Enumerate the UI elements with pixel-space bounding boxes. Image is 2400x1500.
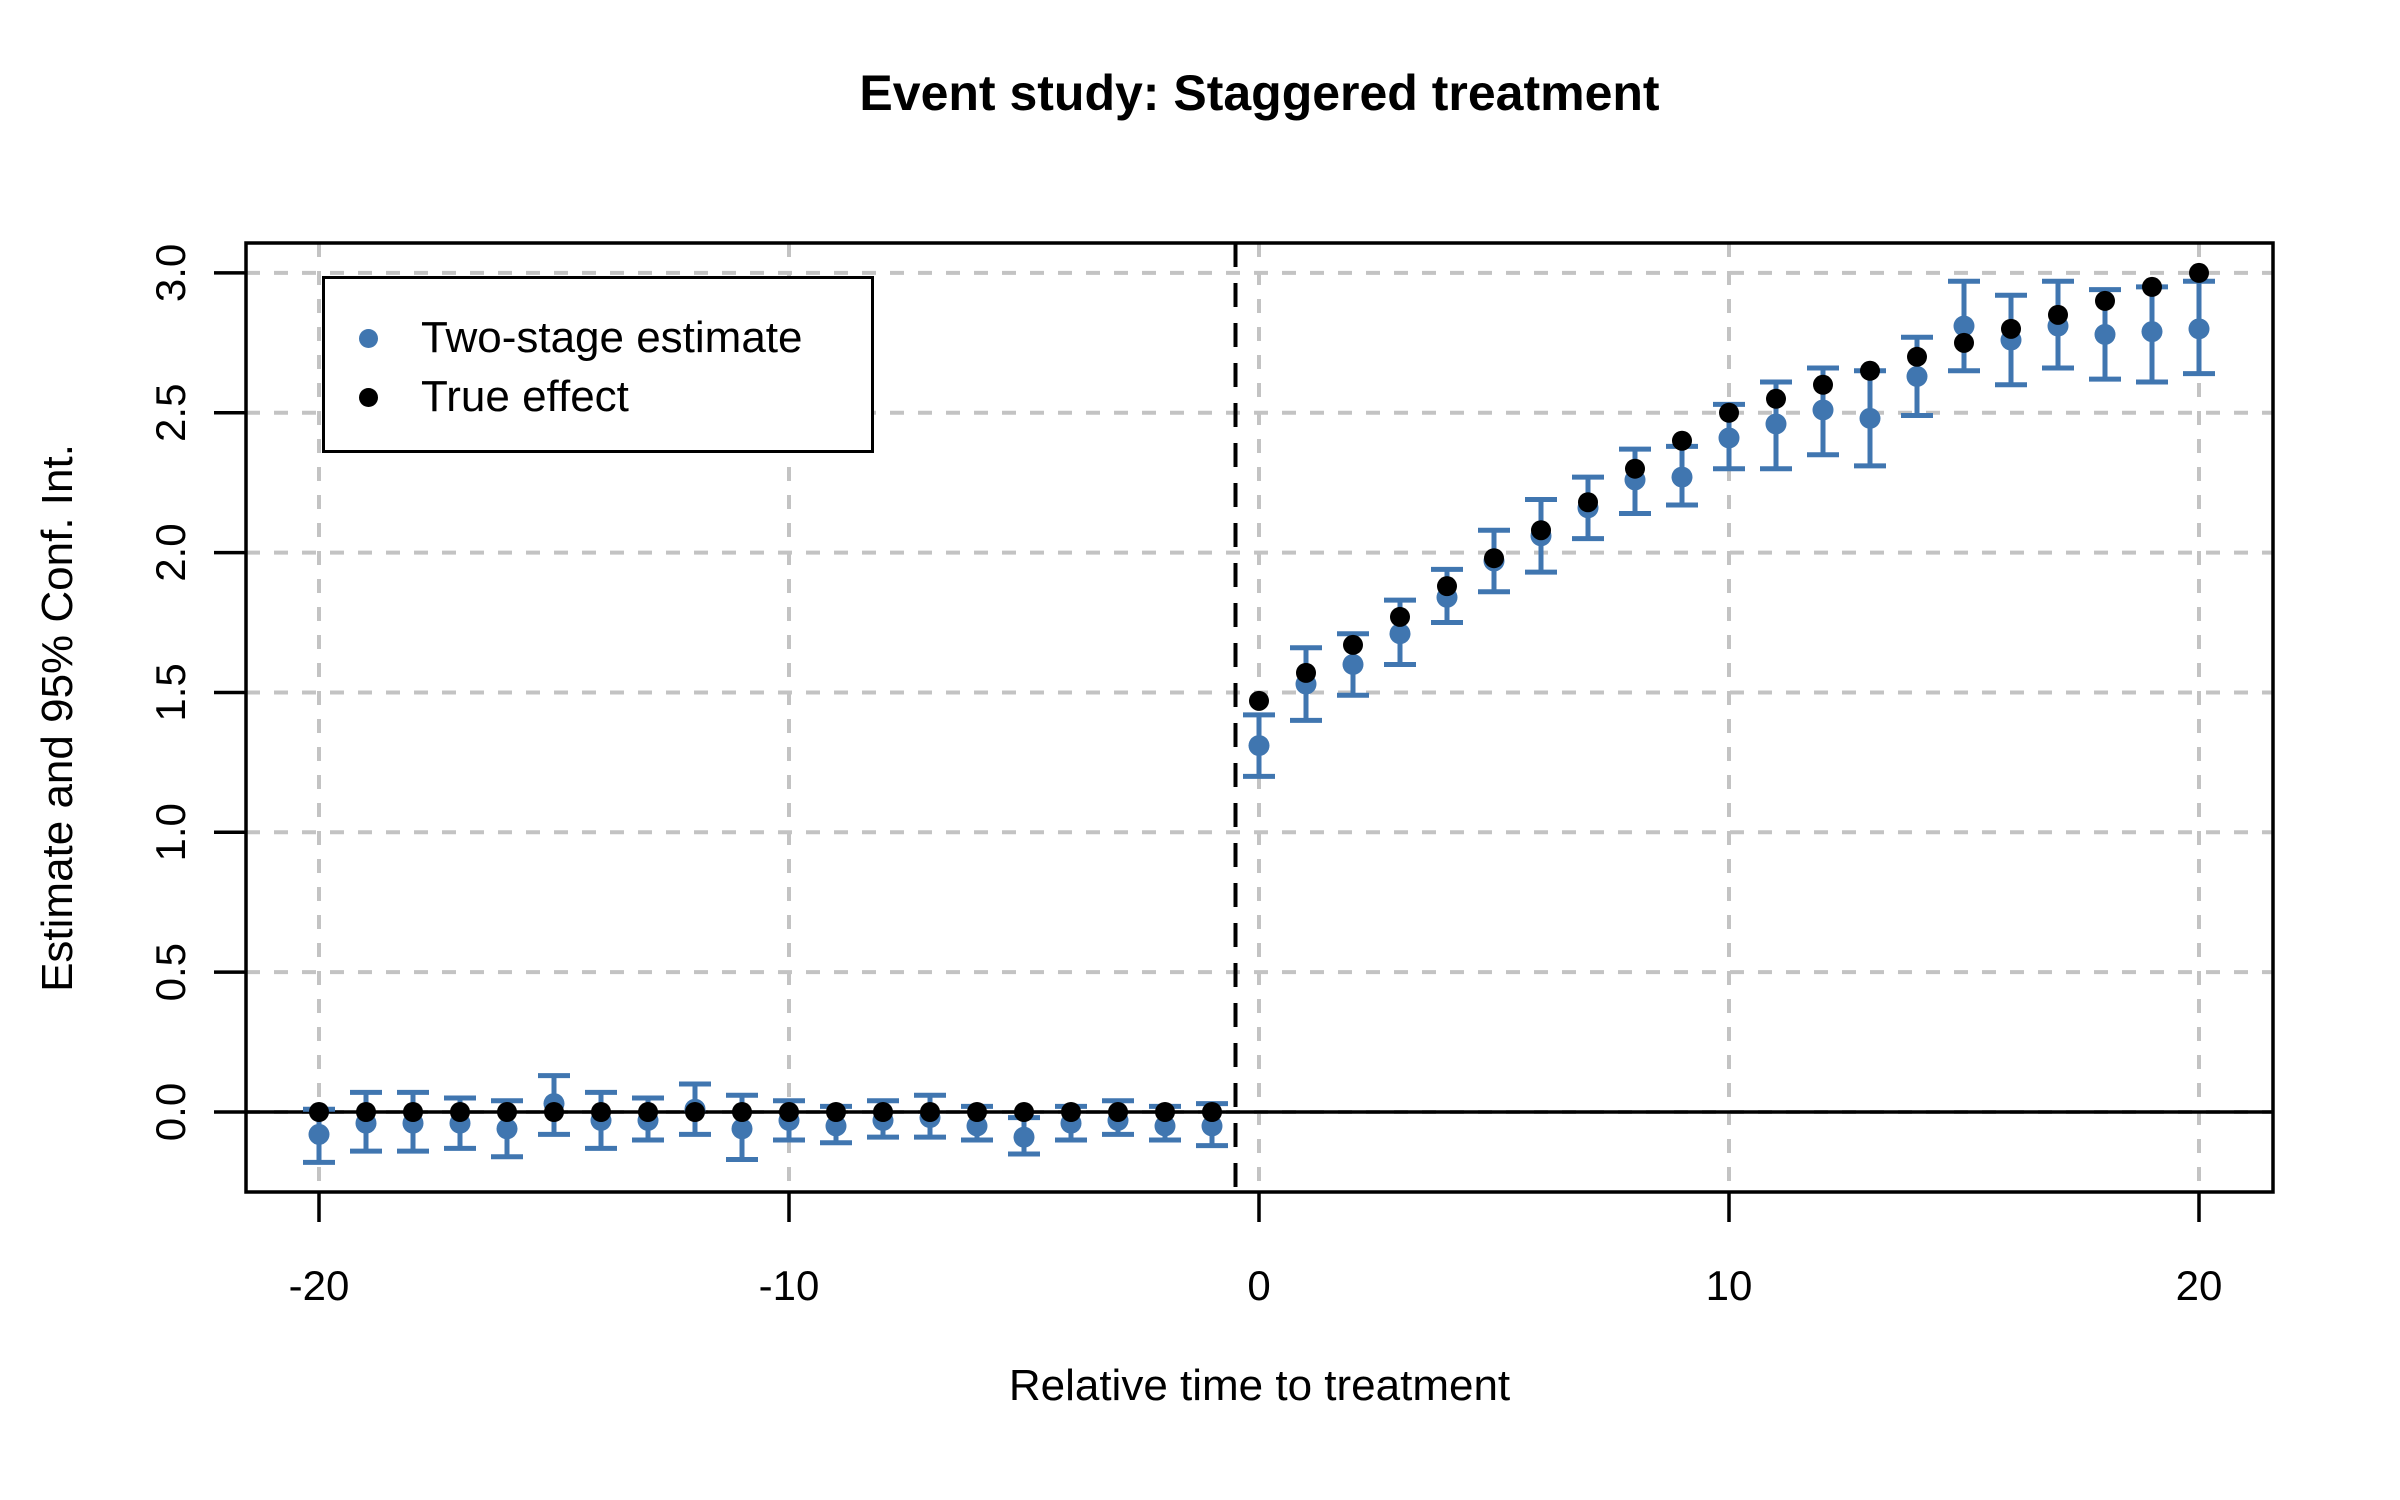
two-stage-point	[2094, 323, 2116, 345]
true-effect-point	[1155, 1102, 1175, 1122]
true-effect-point	[685, 1102, 705, 1122]
true-effect-point	[1907, 346, 1927, 367]
two-stage-point	[1906, 365, 1928, 387]
two-stage-point	[1671, 466, 1693, 488]
legend-label: True effect	[421, 372, 629, 421]
true-effect-point	[873, 1102, 893, 1122]
true-effect-point	[2001, 318, 2021, 339]
x-tick-label: -20	[289, 1262, 350, 1309]
two-stage-point	[731, 1118, 753, 1140]
true-effect-point	[1719, 402, 1739, 423]
true-effect-point	[1296, 662, 1316, 683]
true-effect-point	[403, 1102, 423, 1122]
y-tick-label: 2.0	[147, 523, 194, 581]
y-tick-label: 0.5	[147, 943, 194, 1001]
true-effect-point	[2142, 276, 2162, 297]
true-effect-point	[1343, 634, 1363, 655]
two-stage-point	[1812, 399, 1834, 421]
true-effect-point	[544, 1102, 564, 1122]
x-tick-label: 20	[2176, 1262, 2223, 1309]
true-effect-point	[1954, 332, 1974, 353]
true-effect-point	[1061, 1102, 1081, 1122]
true-effect-point	[732, 1102, 752, 1122]
y-tick-label: 3.0	[147, 244, 194, 302]
two-stage-point	[2141, 321, 2163, 343]
two-stage-point	[2188, 318, 2210, 340]
true-effect-point	[967, 1102, 987, 1122]
two-stage-point	[1953, 315, 1975, 337]
true-effect-point	[1484, 548, 1504, 569]
two-stage-point	[1765, 413, 1787, 435]
two-stage-point	[1718, 427, 1740, 449]
true-effect-point	[2048, 304, 2068, 325]
true-effect-point	[1672, 430, 1692, 451]
true-effect-point	[638, 1102, 658, 1122]
legend-box: Two-stage estimate True effect	[322, 276, 874, 453]
true-effect-point	[2095, 290, 2115, 311]
two-stage-point	[1248, 735, 1270, 757]
two-stage-dot-icon	[359, 328, 378, 348]
true-effect-point	[826, 1102, 846, 1122]
two-stage-point	[825, 1115, 847, 1137]
chart-title: Event study: Staggered treatment	[859, 65, 1660, 121]
true-effect-point	[1625, 458, 1645, 479]
true-effect-point	[1390, 606, 1410, 627]
legend-item-two-stage: Two-stage estimate	[359, 313, 803, 363]
true-effect-point	[1813, 374, 1833, 395]
true-effect-dot-icon	[359, 387, 378, 407]
true-effect-point	[1249, 690, 1269, 711]
true-effect-point	[1860, 360, 1880, 381]
y-tick-label: 1.5	[147, 663, 194, 721]
two-stage-point	[496, 1118, 518, 1140]
two-stage-point	[1154, 1115, 1176, 1137]
y-tick-label: 0.0	[147, 1083, 194, 1141]
two-stage-point	[308, 1123, 330, 1145]
true-effect-point	[1578, 492, 1598, 513]
true-effect-point	[450, 1102, 470, 1122]
true-effect-point	[1202, 1102, 1222, 1122]
x-tick-label: 10	[1706, 1262, 1753, 1309]
true-effect-point	[1108, 1102, 1128, 1122]
two-stage-point	[1389, 623, 1411, 645]
true-effect-point	[1437, 576, 1457, 597]
true-effect-point	[1766, 388, 1786, 409]
x-tick-label: 0	[1247, 1262, 1270, 1309]
true-effect-point	[497, 1102, 517, 1122]
two-stage-point	[1013, 1126, 1035, 1148]
true-effect-point	[779, 1102, 799, 1122]
legend-label: Two-stage estimate	[421, 313, 803, 362]
x-tick-label: -10	[759, 1262, 820, 1309]
true-effect-point	[2189, 262, 2209, 283]
true-effect-point	[309, 1102, 329, 1122]
true-effect-point	[591, 1102, 611, 1122]
true-effect-point	[1531, 520, 1551, 541]
two-stage-point	[1342, 653, 1364, 675]
x-axis-title: Relative time to treatment	[1008, 1361, 1511, 1410]
y-axis-title: Estimate and 95% Conf. Int.	[33, 444, 82, 992]
true-effect-point	[920, 1102, 940, 1122]
true-effect-point	[356, 1102, 376, 1122]
y-tick-label: 2.5	[147, 384, 194, 442]
y-tick-label: 1.0	[147, 803, 194, 861]
two-stage-point	[1201, 1115, 1223, 1137]
two-stage-point	[966, 1115, 988, 1137]
true-effect-point	[1014, 1102, 1034, 1122]
two-stage-point	[1859, 407, 1881, 429]
legend-item-true-effect: True effect	[359, 372, 629, 422]
